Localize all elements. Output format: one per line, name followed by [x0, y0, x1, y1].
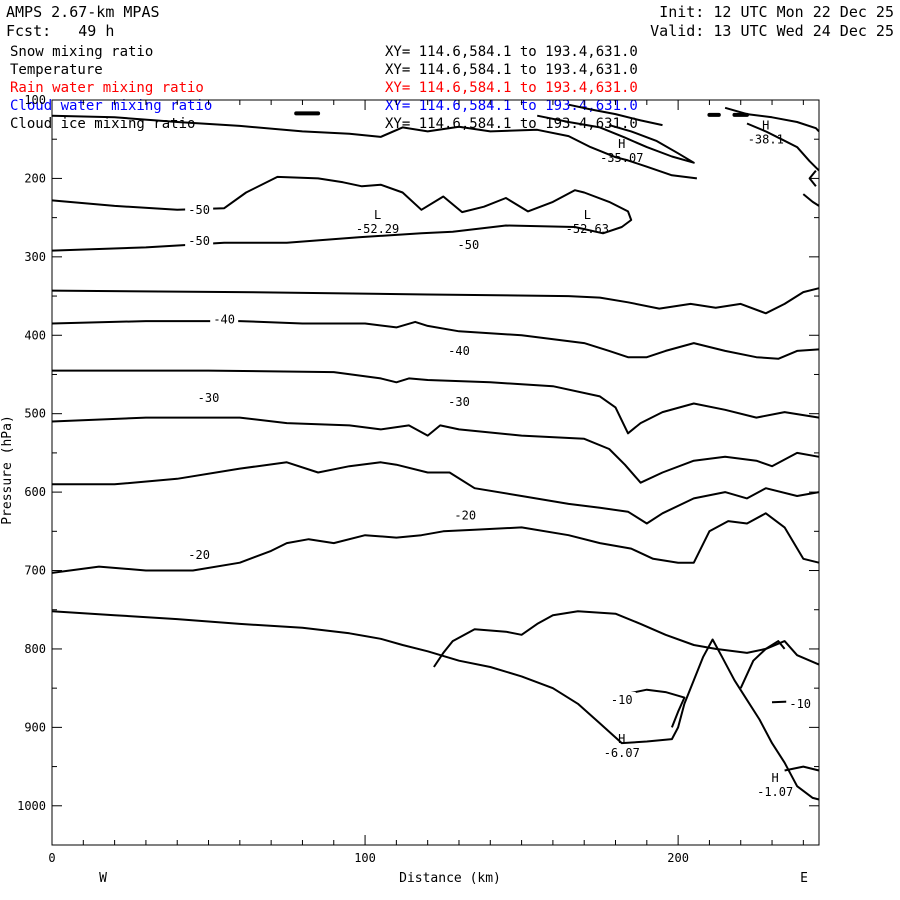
contour-label-bg — [185, 233, 214, 248]
extremum-letter: L — [374, 208, 381, 222]
plot-frame — [51, 99, 820, 846]
contour-label: -20 — [454, 509, 476, 523]
isotherm-line — [784, 765, 820, 772]
isotherm-line — [739, 640, 786, 689]
x-tick-label: 0 — [48, 851, 55, 865]
contour-label: -30 — [448, 395, 470, 409]
extremum-value: -6.07 — [604, 746, 640, 760]
extremum-letter: H — [772, 771, 779, 785]
x-axis-right-endpoint: E — [800, 871, 808, 886]
extremum-value: -38.1 — [748, 133, 784, 147]
y-tick-label: 500 — [24, 407, 46, 421]
isotherm-line — [51, 287, 820, 315]
legend-entry-xy: XY= 114.6,584.1 to 193.4,631.0 — [385, 80, 638, 96]
isotherm-line — [568, 103, 663, 127]
chart-marks: -50-50 -50-40-40-30 -30-20-20-10 -10H-35.07… — [51, 103, 820, 801]
contour-label: -10 — [789, 697, 811, 711]
y-tick-label: 800 — [24, 642, 46, 656]
isotherm-line — [51, 320, 820, 360]
valid-time: Valid: 13 UTC Wed 24 Dec 25 — [650, 22, 894, 40]
isotherm-line — [537, 114, 695, 164]
contour-label: -50 — [188, 203, 210, 217]
isotherm-line — [51, 114, 698, 180]
init-time: Init: 12 UTC Mon 22 Dec 25 — [659, 3, 894, 21]
y-tick-label: 1000 — [17, 799, 46, 813]
isotherm-line — [52, 369, 820, 435]
isotherm-line — [51, 610, 820, 801]
y-axis-title: Pressure (hPa) — [0, 415, 15, 525]
extremum-value: -52.63 — [566, 222, 609, 236]
extremum-letter: L — [584, 208, 591, 222]
contour-label: -50 — [188, 234, 210, 248]
legend-entry-name: Temperature — [10, 62, 103, 78]
contour-label: -10 — [611, 693, 633, 707]
contour-label-bg — [607, 691, 636, 706]
isotherm-line — [51, 416, 820, 484]
extremum-letter: H — [618, 732, 625, 746]
x-tick-label: 200 — [667, 851, 689, 865]
contour-label-bg — [185, 201, 214, 216]
extremum-value: -35.07 — [600, 151, 643, 165]
contour-label: -50 — [458, 238, 480, 252]
extremum-value: -1.07 — [757, 785, 793, 799]
x-axis-title: Distance (km) — [399, 871, 501, 886]
legend-entry-name: Cloud water mixing ratio — [10, 98, 213, 114]
x-axis-left-endpoint: W — [99, 871, 107, 886]
isotherm-line — [802, 193, 820, 207]
extremum-value: -52.29 — [356, 222, 399, 236]
contour-label-bg — [786, 695, 815, 710]
contour-label-bg — [444, 342, 473, 357]
isotherm-line — [51, 175, 633, 252]
y-tick-label: 400 — [24, 328, 46, 342]
legend-entry-xy: XY= 114.6,584.1 to 193.4,631.0 — [385, 116, 638, 132]
extremum-letter: H — [762, 119, 769, 133]
y-tick-label: 200 — [24, 171, 46, 185]
contour-label-bg — [451, 507, 480, 522]
legend-entry-xy: XY= 114.6,584.1 to 193.4,631.0 — [385, 62, 638, 78]
x-tick-label: 100 — [354, 851, 376, 865]
legend-entry-name: Snow mixing ratio — [10, 44, 154, 60]
isotherm-line — [52, 461, 820, 525]
legend-entry-xy: XY= 114.6,584.1 to 193.4,631.0 — [385, 44, 638, 60]
legend-entry-name: Rain water mixing ratio — [10, 80, 204, 96]
y-tick-label: 300 — [24, 250, 46, 264]
legend-entry-xy: XY= 114.6,584.1 to 193.4,631.0 — [385, 98, 638, 114]
forecast-hour: Fcst: 49 h — [6, 22, 115, 40]
isotherm-line — [746, 122, 820, 172]
contour-label: -40 — [448, 344, 470, 358]
isotherm-line — [51, 512, 820, 574]
extremum-letter: H — [618, 137, 625, 151]
y-tick-label: 100 — [24, 93, 46, 107]
y-tick-label: 700 — [24, 564, 46, 578]
contour-label-bg — [185, 546, 214, 561]
contour-label-bg — [444, 393, 473, 408]
isotherm-line — [433, 610, 820, 668]
contour-label: -40 — [213, 313, 235, 327]
contour-label-bg — [454, 237, 483, 252]
contour-label-bg — [210, 311, 239, 326]
contour-label-bg — [194, 390, 223, 404]
isotherm-line — [724, 106, 820, 133]
contour-label: -30 — [198, 391, 220, 405]
y-tick-label: 900 — [24, 720, 46, 734]
y-tick-label: 600 — [24, 485, 46, 499]
contour-label: -20 — [188, 548, 210, 562]
model-title: AMPS 2.67-km MPAS — [6, 3, 160, 21]
